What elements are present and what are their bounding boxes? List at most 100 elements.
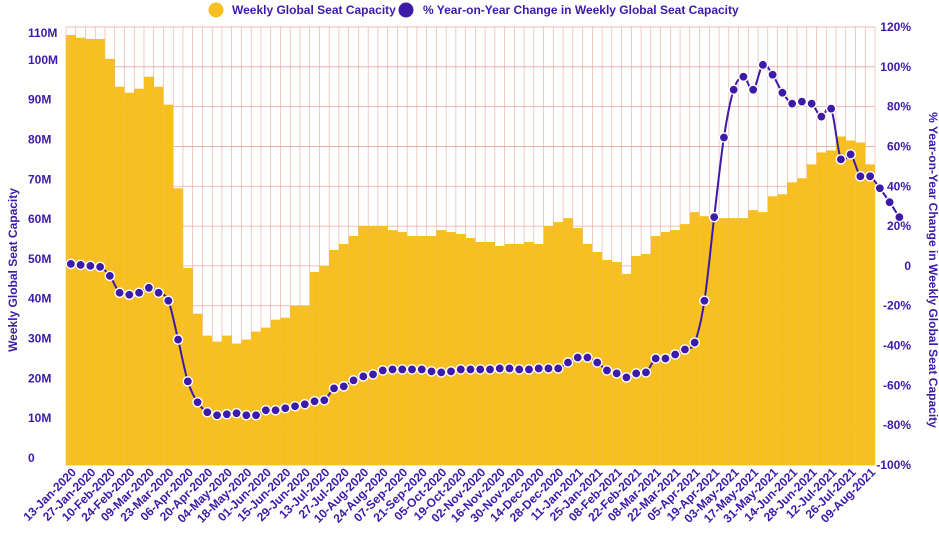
bar <box>621 273 632 465</box>
bar <box>212 341 222 465</box>
bar <box>173 188 183 465</box>
y-axis-right: -100% -80% -60% -40% -20% 0 20% 40% 60% 80% 100% 12… <box>876 20 911 472</box>
line-point <box>192 396 203 408</box>
bar <box>290 305 300 465</box>
bar <box>455 234 466 465</box>
bar <box>202 335 213 465</box>
y-axis-title-right: % Year-on-Year Change in Weekly Global S… <box>926 112 939 428</box>
line-point <box>718 132 730 143</box>
line-point <box>289 400 301 412</box>
line-point <box>455 364 467 375</box>
line-point <box>65 258 77 270</box>
y-tick-label-left: 30M <box>28 332 51 346</box>
line-point <box>533 363 545 374</box>
line-point <box>396 364 408 375</box>
line-point <box>591 357 603 368</box>
line-point <box>143 282 155 294</box>
bar <box>280 317 291 465</box>
line-point <box>357 371 369 382</box>
line-point <box>445 366 457 377</box>
line-point <box>133 287 145 299</box>
bar <box>231 343 242 465</box>
bar <box>95 38 105 465</box>
line-point <box>543 363 554 374</box>
y-tick-label-left: 10M <box>28 411 51 425</box>
bar <box>241 339 252 465</box>
line-point <box>835 154 847 165</box>
y-tick-label-left: 50M <box>28 252 51 266</box>
bar <box>251 331 261 465</box>
line-point <box>816 111 827 122</box>
line-point <box>328 383 340 394</box>
line-point <box>572 352 584 363</box>
bar <box>504 244 515 465</box>
line-point <box>513 364 525 375</box>
line-point <box>894 211 905 223</box>
line-point <box>806 98 817 109</box>
line-point <box>660 353 671 364</box>
bar <box>631 255 641 465</box>
line-point <box>611 368 623 379</box>
line-point <box>318 394 330 406</box>
line-point <box>94 261 106 273</box>
bar <box>865 164 875 465</box>
line-point <box>504 363 515 374</box>
bar <box>845 140 856 465</box>
bar <box>660 232 671 465</box>
y-tick-label-right: 120% <box>880 20 911 34</box>
line-point <box>260 404 272 416</box>
bar <box>494 246 505 465</box>
bar <box>329 249 339 465</box>
bar <box>816 152 827 465</box>
bar <box>543 226 554 465</box>
line-point <box>650 353 661 364</box>
line-point <box>250 409 262 421</box>
line-point <box>679 344 691 355</box>
bar <box>787 182 797 466</box>
bar <box>348 236 359 465</box>
y-tick-label-right: -20% <box>883 299 911 313</box>
line-point <box>182 376 194 387</box>
bar <box>144 76 154 465</box>
line-point <box>562 357 574 368</box>
line-point <box>621 372 632 383</box>
line-point <box>474 364 486 375</box>
y-tick-label-left: 80M <box>28 132 51 146</box>
bar <box>709 220 719 465</box>
bar <box>572 228 583 465</box>
line-point <box>864 171 876 182</box>
y-tick-label-right: -40% <box>883 339 911 353</box>
bar <box>134 88 144 465</box>
line-point <box>601 365 613 376</box>
bar <box>300 305 310 465</box>
line-point <box>85 260 96 272</box>
line-point <box>211 409 223 421</box>
line-point <box>669 349 681 360</box>
bar <box>728 218 739 465</box>
bar <box>563 218 573 465</box>
line-point <box>377 365 389 376</box>
bar <box>192 313 203 465</box>
bar <box>124 92 135 465</box>
bar <box>826 150 836 465</box>
bar <box>641 253 651 465</box>
bar <box>114 86 125 466</box>
bar <box>339 244 349 465</box>
bar <box>524 242 534 465</box>
line-point <box>163 295 174 307</box>
y-tick-label-left: 40M <box>28 292 51 306</box>
line-point <box>845 149 856 160</box>
bar <box>183 267 193 465</box>
line-point <box>348 375 359 386</box>
line-point <box>708 211 720 223</box>
line-point <box>552 363 564 374</box>
y-tick-label-right: 80% <box>887 100 911 114</box>
line-point <box>367 369 379 380</box>
bar <box>855 142 866 466</box>
y-tick-label-right: -100% <box>876 458 911 472</box>
bar <box>407 236 417 465</box>
line-point <box>747 84 759 96</box>
y-tick-label-left: 60M <box>28 212 51 226</box>
bar <box>767 196 778 465</box>
y-tick-label-left: 20M <box>28 371 51 385</box>
